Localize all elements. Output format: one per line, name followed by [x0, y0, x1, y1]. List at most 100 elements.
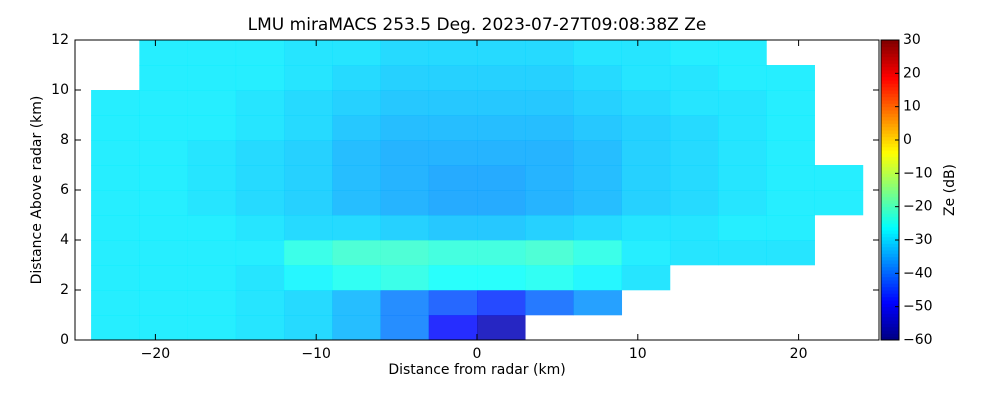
colorbar-tick-label: −60: [903, 332, 933, 348]
cell: [380, 190, 430, 216]
cell: [332, 215, 381, 241]
cell: [718, 65, 767, 91]
colorbar-tick-label: 0: [903, 132, 912, 148]
cell: [284, 190, 333, 216]
cell: [573, 140, 623, 166]
cell: [428, 290, 478, 316]
colorbar-swatch: [881, 223, 899, 228]
cell: [766, 90, 815, 116]
cell: [380, 90, 430, 116]
cell: [91, 190, 140, 216]
cell: [669, 65, 719, 91]
cell: [91, 315, 140, 341]
cell: [91, 240, 140, 266]
cell: [428, 215, 478, 241]
cell: [139, 90, 188, 116]
cell: [332, 165, 381, 191]
cell: [525, 65, 574, 91]
cell: [332, 315, 381, 341]
y-tick-label: 4: [60, 232, 69, 248]
cell: [428, 165, 478, 191]
y-axis-label: Distance Above radar (km): [29, 96, 45, 285]
colorbar-swatch: [881, 70, 899, 74]
cell: [477, 65, 526, 91]
cell: [187, 65, 237, 91]
x-tick-label: 10: [629, 346, 647, 362]
colorbar-swatch: [881, 336, 899, 341]
cell: [332, 115, 381, 141]
colorbar-swatch: [881, 170, 899, 174]
cell: [428, 40, 478, 66]
colorbar-swatch: [881, 166, 899, 171]
cell: [91, 265, 140, 291]
cell: [139, 290, 188, 316]
cell: [766, 140, 815, 166]
colorbar-swatch: [881, 240, 899, 244]
colorbar-swatch: [881, 193, 899, 198]
cell: [187, 140, 237, 166]
y-tick-label: 12: [51, 32, 69, 48]
cell: [573, 65, 623, 91]
colorbar-swatch: [881, 296, 899, 301]
cell: [621, 90, 671, 116]
cell: [139, 240, 188, 266]
x-axis-label: Distance from radar (km): [388, 362, 565, 378]
cell: [669, 240, 719, 266]
cell: [428, 90, 478, 116]
colorbar-swatch: [881, 213, 899, 218]
colorbar-swatch: [881, 286, 899, 291]
cell: [621, 265, 671, 291]
colorbar-swatch: [881, 203, 899, 208]
cell: [669, 90, 719, 116]
colorbar-swatch: [881, 93, 899, 98]
cell: [621, 40, 671, 66]
colorbar-tick-label: 10: [903, 99, 921, 115]
cell: [380, 240, 430, 266]
cell: [573, 165, 623, 191]
colorbar-swatch: [881, 283, 899, 288]
cell: [718, 140, 767, 166]
colorbar-swatch: [881, 50, 899, 54]
cell: [477, 165, 526, 191]
cell: [428, 315, 478, 341]
colorbar-swatch: [881, 60, 899, 64]
cell: [380, 40, 430, 66]
colorbar-tick-label: −30: [903, 232, 933, 248]
cell: [621, 165, 671, 191]
cell: [187, 190, 237, 216]
colorbar-swatch: [881, 330, 899, 334]
colorbar-swatch: [881, 160, 899, 164]
cell: [669, 165, 719, 191]
cell: [766, 65, 815, 91]
cell: [766, 190, 815, 216]
colorbar-swatch: [881, 150, 899, 154]
cell: [284, 40, 333, 66]
cell: [573, 265, 623, 291]
cell: [235, 240, 285, 266]
cell: [621, 215, 671, 241]
cell: [477, 290, 526, 316]
colorbar-swatch: [881, 100, 899, 104]
cell: [766, 115, 815, 141]
colorbar-swatch: [881, 216, 899, 221]
colorbar-swatch: [881, 250, 899, 254]
cell: [235, 290, 285, 316]
colorbar-swatch: [881, 313, 899, 318]
colorbar-tick-label: −10: [903, 165, 933, 181]
cell: [525, 190, 574, 216]
cell: [525, 140, 574, 166]
cell: [428, 190, 478, 216]
cell: [284, 315, 333, 341]
cell: [380, 290, 430, 316]
y-tick-label: 8: [60, 132, 69, 148]
cell: [139, 315, 188, 341]
cell: [284, 165, 333, 191]
cell: [235, 115, 285, 141]
cell: [332, 140, 381, 166]
cell: [573, 115, 623, 141]
cell: [573, 290, 623, 316]
colorbar-swatch: [881, 306, 899, 311]
colorbar-swatch: [881, 196, 899, 201]
colorbar-swatch: [881, 233, 899, 238]
